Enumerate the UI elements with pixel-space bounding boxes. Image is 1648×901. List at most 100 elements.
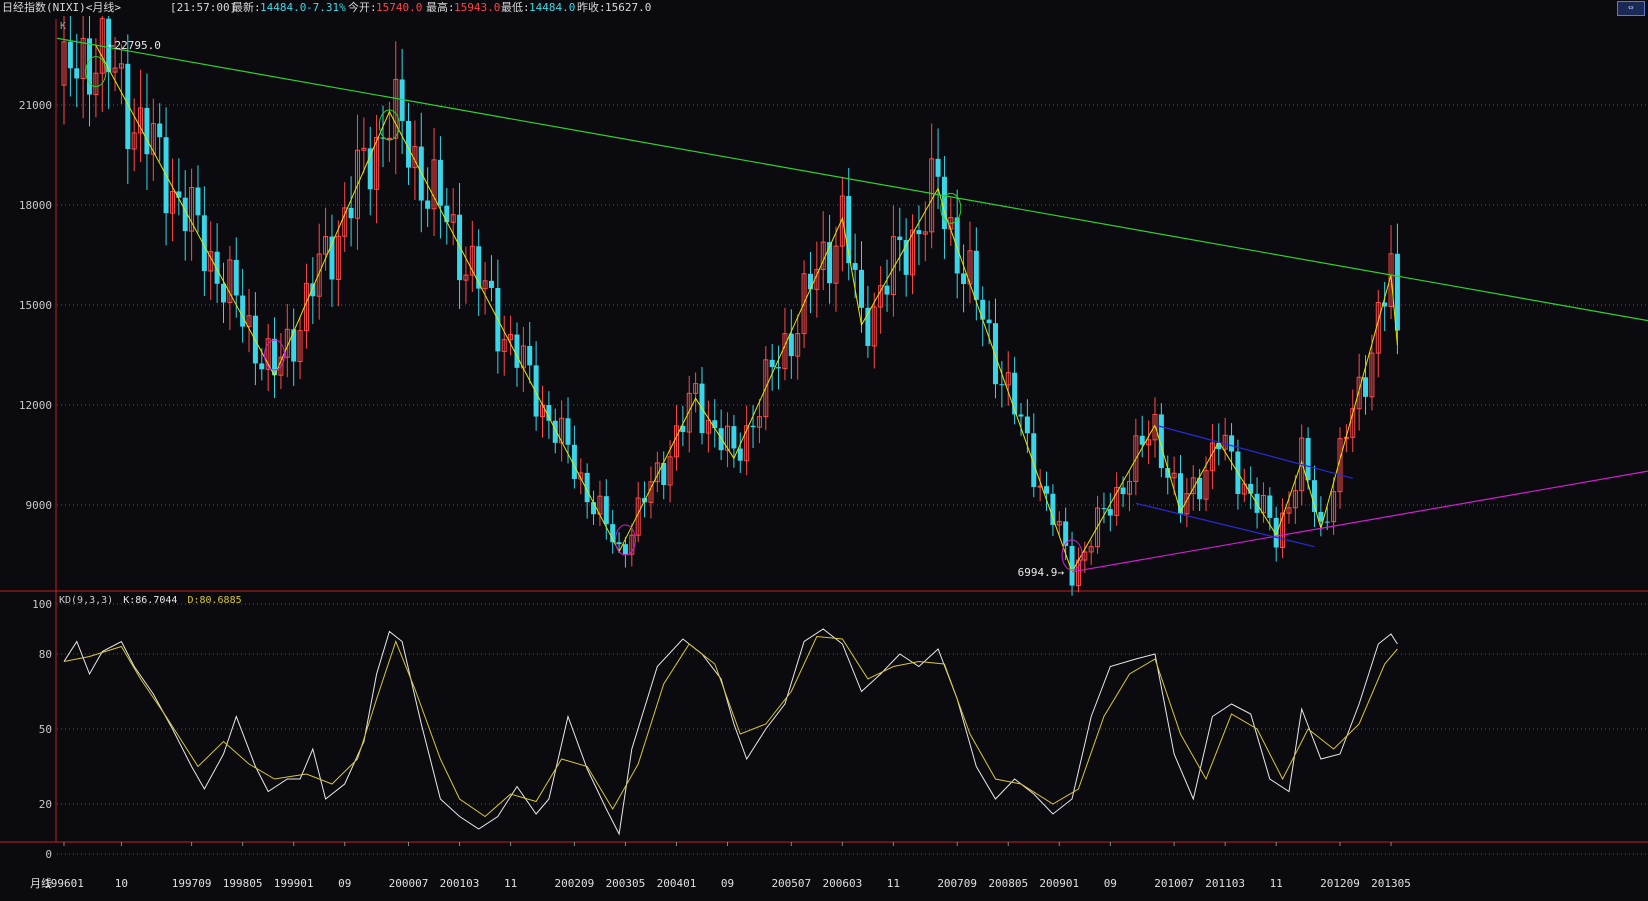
- window-switch-button[interactable]: ⇔: [1617, 1, 1645, 16]
- candle-body-down: [348, 207, 354, 219]
- candle-body-down: [1024, 416, 1030, 434]
- candle-body-down: [973, 250, 979, 300]
- candle-body-down: [514, 334, 520, 368]
- trend-overlays: ←22795.0 6994.9→: [56, 37, 1648, 579]
- candle-body-up: [782, 333, 788, 369]
- price-tick-label: 21000: [19, 99, 52, 112]
- candle-body-up: [323, 236, 329, 255]
- prevclose-value: 15627.0: [605, 1, 652, 14]
- candle-body-up: [150, 123, 156, 155]
- x-tick-label: 199901: [274, 877, 314, 890]
- price-y-axis: 21000 18000 15000 12000 9000 100 80 50 20 0: [19, 99, 52, 861]
- x-tick-label: 200603: [822, 877, 862, 890]
- candle-body-down: [533, 365, 539, 417]
- low-label: 最低:: [501, 1, 530, 14]
- high-value: 15943.0: [454, 1, 501, 14]
- kd-legend-d: D:80.6885: [187, 595, 241, 606]
- candle-body-down: [1229, 435, 1235, 452]
- candle-body-up: [1126, 480, 1132, 495]
- candle-body-up: [246, 315, 252, 328]
- candle-body-down: [610, 524, 616, 543]
- candle-body-up: [922, 231, 928, 235]
- candle-body-down: [1311, 480, 1317, 512]
- candle-body-down: [1158, 414, 1164, 469]
- candle-body-down: [176, 191, 182, 198]
- candle-body-down: [846, 196, 852, 264]
- chart-canvas[interactable]: 21000 18000 15000 12000 9000 100 80 50 20 0 ←2279…: [0, 16, 1648, 901]
- extreme-circle: [378, 109, 400, 141]
- candle-body-up: [1005, 372, 1011, 386]
- kd-tick-label: 20: [39, 798, 52, 811]
- candle-body-down: [406, 120, 412, 168]
- candle-body-down: [1012, 372, 1018, 415]
- price-panel-marker: K: [60, 21, 66, 32]
- x-tick-label: 200709: [937, 877, 977, 890]
- x-tick-label: 201209: [1320, 877, 1360, 890]
- candle-body-down: [444, 205, 450, 223]
- candle-body-down: [1273, 517, 1279, 548]
- candle-body-down: [903, 240, 909, 275]
- high-label: 最高:: [426, 1, 455, 14]
- candle-body-down: [571, 444, 577, 479]
- extreme-circle: [940, 192, 962, 224]
- candle-body-up: [559, 417, 565, 444]
- candle-body-up: [354, 149, 360, 219]
- candle-body-down: [954, 217, 960, 274]
- candle-body-down: [807, 273, 813, 290]
- x-tick-label: 201103: [1205, 877, 1245, 890]
- candle-body-down: [1382, 302, 1388, 307]
- candle-body-up: [1203, 470, 1209, 500]
- kd-tick-label: 100: [32, 598, 52, 611]
- candle-body-up: [284, 328, 290, 358]
- candle-body-up: [705, 419, 711, 434]
- chart-title: 日经指数(NIXI)<月线>: [2, 1, 121, 14]
- candle-body-down: [425, 200, 431, 209]
- candle-body-down: [884, 285, 890, 295]
- candle-body-down: [769, 359, 775, 368]
- candle-body-down: [157, 123, 163, 138]
- candle-body-down: [980, 299, 986, 320]
- candle-body-down: [437, 159, 443, 206]
- candle-body-down: [87, 38, 93, 95]
- candle-body-up: [890, 236, 896, 296]
- candle-body-up: [725, 425, 731, 451]
- candle-body-up: [316, 253, 322, 297]
- x-tick-label: 200007: [389, 877, 429, 890]
- candle-body-down: [731, 426, 737, 449]
- low-value: 14484.0: [529, 1, 576, 14]
- candle-body-down: [1107, 509, 1113, 516]
- k-line: [63, 628, 1398, 836]
- change-value: -7.31%: [306, 1, 346, 14]
- candle-body-down: [591, 502, 597, 515]
- candle-body-down: [201, 215, 207, 272]
- low-price-label: 6994.9→: [1018, 566, 1065, 579]
- grid-lines: [57, 104, 1648, 855]
- candle-body-down: [144, 107, 150, 155]
- candle-body-down: [852, 263, 858, 270]
- candle-body-down: [380, 137, 386, 139]
- ascending-support-line: [1071, 470, 1648, 573]
- candle-body-down: [399, 79, 405, 121]
- candle-body-down: [827, 242, 833, 284]
- candle-body-up: [335, 235, 341, 281]
- x-tick-label: 09: [338, 877, 351, 890]
- candle-body-down: [1248, 483, 1254, 494]
- candle-body-down: [1324, 521, 1330, 523]
- x-tick-label: 11: [504, 877, 517, 890]
- kd-tick-label: 80: [39, 648, 52, 661]
- candle-body-down: [999, 384, 1005, 386]
- x-tick-label: 201007: [1154, 877, 1194, 890]
- candle-body-down: [488, 280, 494, 288]
- candle-body-up: [1350, 408, 1356, 438]
- candle-body-down: [1267, 495, 1273, 518]
- candle-body-down: [1394, 253, 1400, 331]
- extreme-circle: [264, 339, 286, 371]
- candle-body-down: [259, 363, 265, 370]
- candle-body-up: [138, 107, 144, 134]
- candle-body-up: [1222, 434, 1228, 450]
- candle-body-down: [859, 269, 864, 308]
- candle-body-down: [310, 283, 316, 297]
- descending-resistance-line: [56, 37, 1648, 322]
- candle-body-up: [431, 159, 437, 210]
- x-tick-label: 11: [887, 877, 900, 890]
